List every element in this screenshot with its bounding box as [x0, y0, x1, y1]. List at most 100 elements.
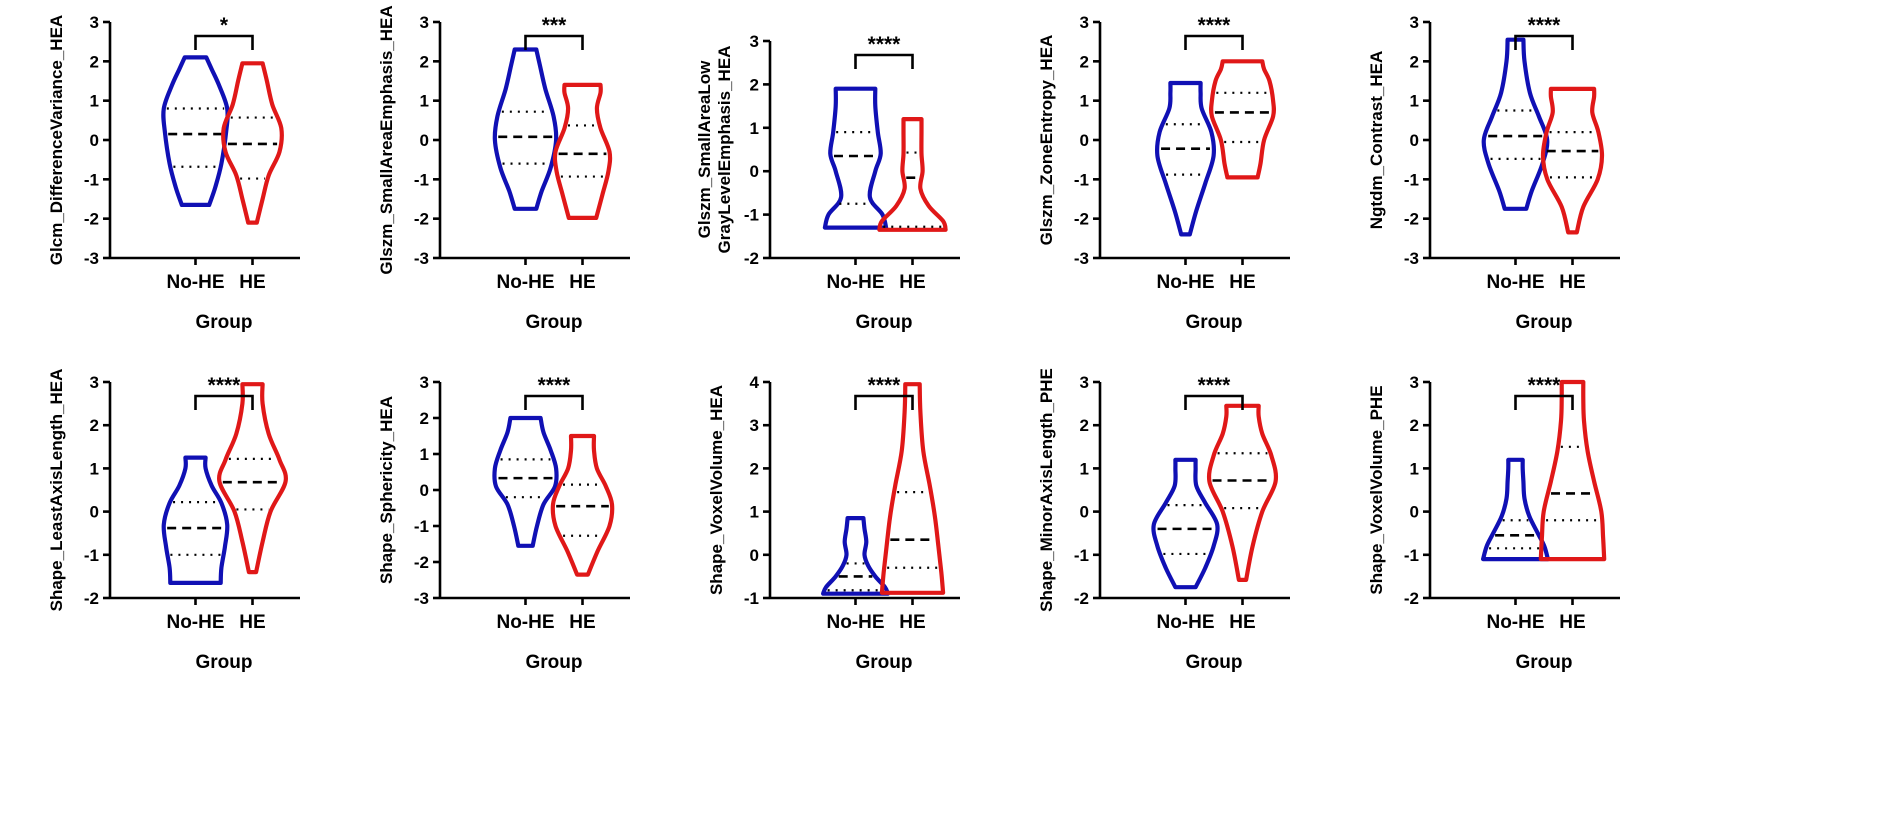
chart-panel-8: -1 0 1 2 3 4 No-HE HE Group Shape_VoxelVolume_HEA…: [707, 373, 960, 673]
y-tick-label: 0: [750, 546, 759, 565]
violin-he: [221, 61, 284, 225]
x-tick-label-no-he: No-HE: [826, 272, 884, 293]
x-axis-title: Group: [196, 652, 253, 673]
violin-he: [877, 117, 948, 232]
violin-no-he: [161, 55, 230, 207]
y-tick-label: -1: [1074, 546, 1089, 565]
x-tick-label-he: HE: [569, 612, 595, 633]
y-tick-label: -2: [1074, 589, 1089, 608]
significance-bracket: [194, 394, 254, 410]
y-tick-label: -1: [414, 170, 429, 189]
x-axis-title: Group: [1186, 652, 1243, 673]
y-tick-label: -1: [1404, 170, 1419, 189]
chart-panel-5: -3 -2 -1 0 1 2 3 No-HE HE Group Ngtdm_Contrast_HEA…: [1367, 13, 1620, 333]
y-tick-label: -3: [1074, 249, 1089, 268]
significance-bracket: [1184, 394, 1244, 410]
y-tick-label: 0: [420, 481, 429, 500]
violin-no-he: [161, 455, 230, 585]
y-tick-label: 1: [750, 119, 759, 138]
significance-label: *: [220, 14, 229, 37]
chart-panel-7: -3 -2 -1 0 1 2 3 No-HE HE Group Shape_Sphericity_H…: [377, 373, 630, 673]
significance-bracket: [524, 394, 584, 410]
y-tick-label: -3: [84, 249, 99, 268]
violin-no-he: [492, 415, 559, 548]
violin-he: [1206, 403, 1279, 582]
significance-bracket: [524, 34, 584, 50]
y-tick-label: 0: [90, 131, 99, 150]
violin-no-he: [492, 47, 559, 211]
y-tick-label: 3: [1080, 13, 1089, 32]
x-tick-label-he: HE: [1229, 612, 1255, 633]
y-tick-label: -2: [1404, 210, 1419, 229]
x-tick-label-he: HE: [899, 612, 925, 633]
y-tick-label: 0: [750, 162, 759, 181]
x-tick-label-he: HE: [899, 272, 925, 293]
x-tick-label-he: HE: [1229, 272, 1255, 293]
violin-he: [1540, 86, 1605, 235]
y-tick-label: -1: [84, 170, 99, 189]
x-tick-label-no-he: No-HE: [166, 272, 224, 293]
y-tick-label: 0: [420, 131, 429, 150]
x-tick-label-no-he: No-HE: [496, 612, 554, 633]
significance-label: ****: [868, 33, 902, 56]
significance-label: ****: [1528, 374, 1562, 397]
significance-label: ****: [208, 374, 242, 397]
y-axis-title: Glszm_SmallAreaEmphasis_HEA: [377, 5, 396, 274]
x-tick-label-no-he: No-HE: [1486, 272, 1544, 293]
y-tick-label: -3: [414, 249, 429, 268]
significance-label: ****: [1198, 14, 1232, 37]
y-tick-label: -2: [744, 249, 759, 268]
y-tick-label: 0: [1410, 503, 1419, 522]
y-axis-title: Shape_MinorAxisLength_PHE: [1037, 368, 1056, 612]
y-tick-label: 1: [1080, 92, 1089, 111]
violin-he: [1538, 379, 1607, 562]
x-tick-label-he: HE: [239, 272, 265, 293]
y-tick-label: 2: [90, 52, 99, 71]
significance-label: ****: [1528, 14, 1562, 37]
y-tick-label: -2: [414, 210, 429, 229]
y-tick-label: 2: [420, 52, 429, 71]
y-tick-label: 0: [1080, 503, 1089, 522]
y-axis-title: Glcm_DifferenceVariance_HEA: [47, 15, 66, 265]
x-tick-label-no-he: No-HE: [166, 612, 224, 633]
significance-bracket: [854, 53, 914, 69]
y-axis-title: Glszm_SmallAreaLowGrayLevelEmphasis_HEA: [695, 46, 734, 254]
violin-no-he: [1154, 80, 1217, 237]
chart-panel-6: -2 -1 0 1 2 3 No-HE HE Group Shape_LeastAxisLengt…: [47, 369, 300, 673]
significance-bracket: [194, 34, 254, 50]
y-tick-label: 2: [1080, 416, 1089, 435]
y-axis-title: Shape_VoxelVolume_PHE: [1367, 385, 1386, 594]
y-tick-label: -1: [1404, 546, 1419, 565]
y-tick-label: 2: [420, 409, 429, 428]
x-tick-label-he: HE: [239, 612, 265, 633]
x-axis-title: Group: [1186, 312, 1243, 333]
violin-no-he: [821, 516, 890, 596]
violin-he: [879, 382, 946, 595]
chart-panel-1: -3 -2 -1 0 1 2 3 No-HE HE Group Glcm_DifferenceVar…: [47, 13, 300, 333]
violin-no-he: [1151, 457, 1220, 590]
x-axis-title: Group: [1516, 652, 1573, 673]
y-tick-label: 3: [750, 32, 759, 51]
y-tick-label: -1: [744, 589, 759, 608]
x-tick-label-no-he: No-HE: [1156, 612, 1214, 633]
y-tick-label: -3: [414, 589, 429, 608]
x-tick-label-he: HE: [569, 272, 595, 293]
y-tick-label: 1: [90, 92, 99, 111]
significance-label: ****: [868, 374, 902, 397]
y-tick-label: 3: [1410, 13, 1419, 32]
violin-he: [1208, 59, 1277, 180]
y-tick-label: 1: [1080, 459, 1089, 478]
y-tick-label: -1: [414, 517, 429, 536]
y-tick-label: 3: [420, 373, 429, 392]
x-tick-label-no-he: No-HE: [826, 612, 884, 633]
violin-he: [217, 382, 288, 575]
x-axis-title: Group: [526, 312, 583, 333]
y-axis-title: Glszm_ZoneEntropy_HEA: [1037, 35, 1056, 246]
y-tick-label: 0: [1410, 131, 1419, 150]
x-axis-title: Group: [856, 652, 913, 673]
y-tick-label: 1: [90, 459, 99, 478]
y-tick-label: -2: [84, 210, 99, 229]
y-tick-label: -1: [1074, 170, 1089, 189]
chart-panel-3: -2 -1 0 1 2 3 No-HE HE Group Glszm_SmallAreaLowGr…: [695, 32, 960, 333]
y-tick-label: 0: [90, 503, 99, 522]
